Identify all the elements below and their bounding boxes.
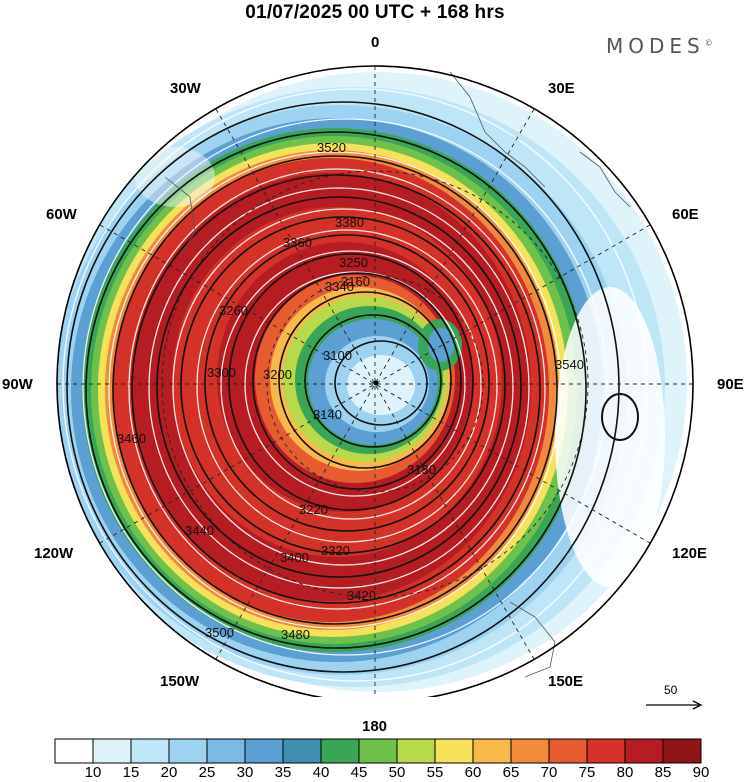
contour-label: 3160 [341,274,370,289]
colorbar-tick-label: 70 [540,764,558,781]
contour-label: 3220 [299,502,328,517]
contour-label: 3380 [335,215,364,230]
polar-map: 3100 3140 3160 3180 3200 3220 3250 3260 … [56,65,694,697]
colorbar-swatch [206,738,246,764]
coastlines [164,71,631,678]
map-border [56,65,694,697]
colorbar-tick-label: 55 [426,764,444,781]
brand-name: MODES [606,34,705,58]
reference-vector-label: 50 [664,683,678,697]
pole-marker [373,380,379,386]
contour-label: 3180 [407,462,436,477]
colorbar-tick-label: 80 [616,764,634,781]
contour-label: 3100 [323,348,352,363]
colorbar-swatch [548,738,588,764]
contour-label: 3520 [317,140,346,155]
contour-label: 3440 [185,523,214,538]
colorbar-tick-label: 85 [654,764,672,781]
colorbar-swatch [586,738,626,764]
colorbar-swatch [358,738,398,764]
contour-label: 3540 [555,357,584,372]
colorbar-tick-label: 10 [84,764,102,781]
map-title: 01/07/2025 00 UTC + 168 hrs [245,2,505,23]
brand-logo: MODES© [606,34,713,58]
colorbar-swatch [168,738,208,764]
colorbar-tick-label: 40 [312,764,330,781]
colorbar-swatch [434,738,474,764]
streamlines [62,88,648,682]
map-grid [57,66,693,697]
contour-label: 3320 [321,543,350,558]
colorbar-swatch [282,738,322,764]
contour-label: 3200 [263,367,292,382]
colorbar-swatch [624,738,664,764]
contour-label: 3420 [347,588,376,603]
colorbar-tick-label: 20 [160,764,178,781]
lon-label-30e: 30E [548,80,575,97]
lon-label-90w: 90W [2,376,33,393]
lon-label-120e: 120E [672,545,708,562]
colorbar [54,738,702,764]
lon-label-120w: 120W [34,545,74,562]
colorbar-swatch [510,738,550,764]
reference-vector-arrow [646,700,703,710]
colorbar-tick-label: 15 [122,764,140,781]
colorbar-swatch [472,738,512,764]
contour-label: 3260 [219,303,248,318]
wind-speed-shading [57,66,693,697]
colorbar-swatch [320,738,360,764]
colorbar-swatch [54,738,94,764]
colorbar-swatch [662,738,702,764]
height-contours [66,101,639,673]
lon-label-0: 0 [371,34,380,51]
lon-label-150e: 150E [548,673,584,690]
lon-label-60e: 60E [672,206,699,223]
lon-label-60w: 60W [46,206,77,223]
contour-label: 3140 [313,407,342,422]
contour-label: 3300 [207,365,236,380]
contour-label: 3360 [283,235,312,250]
lon-label-90e: 90E [717,376,744,393]
lon-label-30w: 30W [170,80,201,97]
colorbar-tick-label: 30 [236,764,254,781]
colorbar-tick-label: 75 [578,764,596,781]
contour-label: 3340 [325,279,354,294]
colorbar-tick-label: 90 [692,764,710,781]
colorbar-swatch [92,738,132,764]
colorbar-tick-label: 25 [198,764,216,781]
contour-label: 3460 [117,431,146,446]
colorbar-tick-label: 50 [388,764,406,781]
lon-label-180: 180 [362,718,388,735]
contour-label-group: 3100 3140 3160 3180 3200 3220 3250 3260 … [117,140,584,642]
contour-label: 3480 [281,627,310,642]
contour-label: 3250 [339,255,368,270]
colorbar-swatch [396,738,436,764]
colorbar-swatch [244,738,284,764]
colorbar-swatch [130,738,170,764]
contour-label: 3500 [205,625,234,640]
colorbar-tick-label: 60 [464,764,482,781]
copyright-mark: © [704,38,713,48]
colorbar-tick-label: 65 [502,764,520,781]
colorbar-tick-label: 45 [350,764,368,781]
lon-label-150w: 150W [160,673,200,690]
colorbar-tick-label: 35 [274,764,292,781]
contour-label: 3400 [280,550,309,565]
